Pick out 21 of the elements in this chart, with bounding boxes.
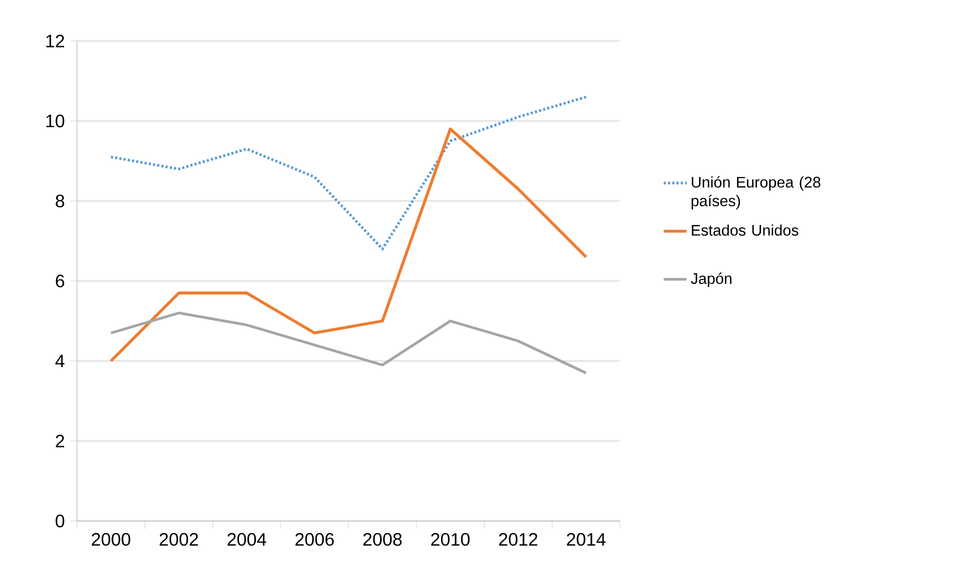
y-tick-label: 2 [56, 434, 64, 448]
x-tick-label: 2010 [431, 533, 470, 546]
y-tick-label: 0 [56, 514, 64, 528]
x-tick-label: 2004 [228, 533, 266, 546]
legend-label: Japón [690, 272, 732, 287]
line-series [110, 96, 588, 250]
y-tick-label: 12 [46, 34, 64, 48]
x-tick-label: 2012 [499, 533, 538, 546]
y-tick-label: 4 [55, 354, 64, 368]
x-tick-label: 2008 [363, 533, 402, 546]
legend-label: Estados Unidos [692, 224, 798, 236]
x-tick-label: 2006 [295, 533, 334, 546]
line-series [110, 312, 588, 374]
line-series [109, 128, 588, 362]
legend-label: Unión Europea (28 países) [692, 176, 820, 210]
x-tick-label: 2014 [566, 533, 606, 546]
y-tick-label: 8 [56, 194, 64, 208]
x-tick-label: 2000 [92, 533, 130, 546]
y-tick-label: 6 [56, 274, 64, 288]
x-tick-label: 2002 [160, 533, 198, 546]
y-tick-label: 10 [46, 114, 64, 128]
